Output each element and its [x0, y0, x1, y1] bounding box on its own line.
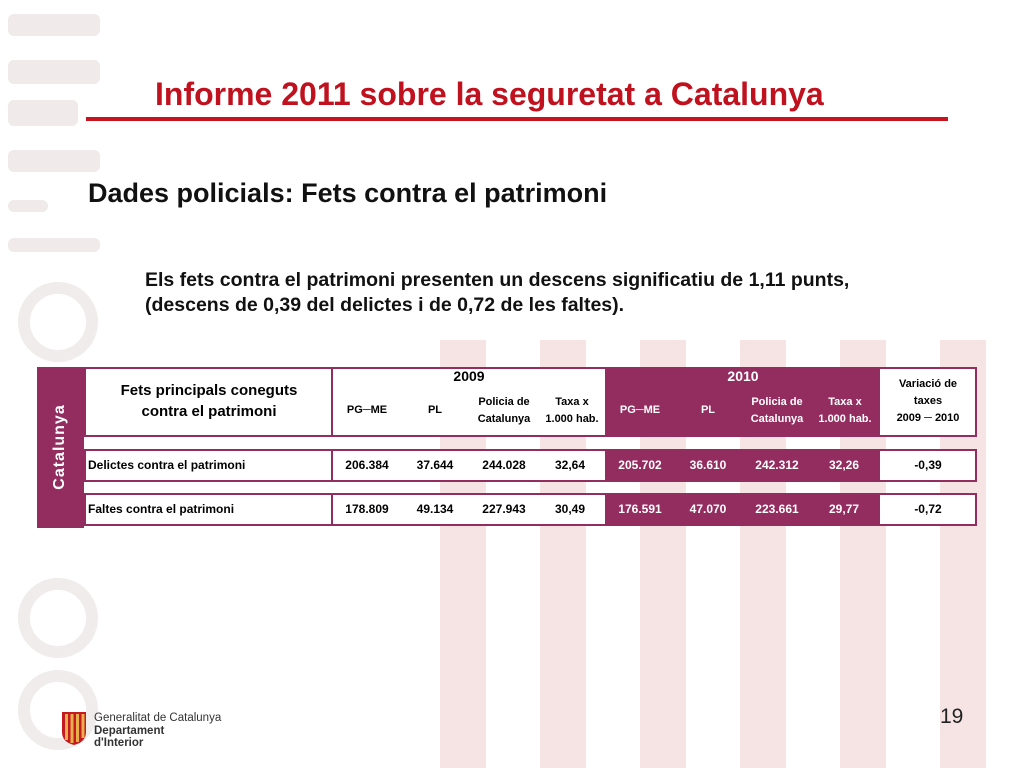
col-taxa-2010-line1: Taxa x	[828, 396, 862, 408]
col-policia-2009: Policia de Catalunya	[468, 394, 540, 428]
col-policia-2010-line2: Catalunya	[750, 413, 804, 425]
col-pl-2009: PL	[427, 404, 443, 416]
cell-pgme-2009: 206.384	[345, 458, 389, 472]
cell-pl-2009: 37.644	[416, 458, 454, 472]
year-2009-header: 2009	[453, 368, 485, 384]
side-category-label: Catalunya	[51, 404, 68, 490]
col-policia-2009-line2: Catalunya	[477, 413, 531, 425]
row-separator	[878, 449, 880, 482]
row-band-2010	[605, 449, 878, 482]
intro-paragraph: Els fets contra el patrimoni presenten u…	[145, 269, 850, 316]
col-taxa-2009-line1: Taxa x	[555, 396, 589, 408]
cell-policia-2009: 244.028	[482, 458, 526, 472]
col-taxa-2010-line2: 1.000 hab.	[818, 413, 872, 425]
col-taxa-2009-line2: 1.000 hab.	[545, 413, 599, 425]
cell-taxa-2009: 32,64	[554, 458, 586, 472]
col-policia-2009-line1: Policia de	[478, 396, 530, 408]
row-separator	[331, 493, 333, 526]
header-separator	[331, 367, 333, 437]
logo-line3: d'Interior	[94, 737, 144, 749]
cell-pl-2010: 36.610	[689, 458, 727, 472]
row-label: Faltes contra el patrimoni	[88, 502, 235, 516]
cell-taxa-2010: 29,77	[828, 502, 860, 516]
header-separator	[878, 367, 880, 437]
cell-pgme-2010: 176.591	[618, 502, 662, 516]
header-band-2010	[605, 367, 878, 437]
generalitat-logo-icon	[62, 712, 86, 745]
col-variacio-line1: Variació de	[898, 378, 958, 390]
col-variacio-line3: 2009 ─ 2010	[896, 412, 960, 424]
row-label: Delictes contra el patrimoni	[88, 458, 246, 472]
cell-pl-2009: 49.134	[416, 502, 454, 516]
facts-header-line1: Fets principals coneguts	[120, 382, 298, 399]
logo-line1: Generalitat de Catalunya	[94, 712, 222, 724]
col-pgme-2010: PG─ME	[619, 404, 661, 416]
facts-header: Fets principals coneguts contra el patri…	[86, 380, 332, 422]
col-pl-2010: PL	[700, 404, 716, 416]
col-variacio: Variació de taxes 2009 ─ 2010	[880, 376, 976, 427]
col-taxa-2009: Taxa x 1.000 hab.	[538, 394, 606, 428]
slide-subtitle: Dades policials: Fets contra el patrimon…	[88, 178, 608, 208]
col-policia-2010: Policia de Catalunya	[740, 394, 814, 428]
title-underline	[86, 117, 948, 121]
cell-pl-2010: 47.070	[689, 502, 727, 516]
facts-header-line2: contra el patrimoni	[141, 403, 277, 420]
logo-text: Generalitat de Catalunya Departament d'I…	[94, 712, 221, 750]
cell-taxa-2009: 30,49	[554, 502, 586, 516]
col-pgme-2009: PG─ME	[346, 404, 388, 416]
cell-policia-2010: 242.312	[755, 458, 799, 472]
logo-line2: Departament	[94, 724, 165, 737]
cell-policia-2010: 223.661	[755, 502, 799, 516]
page-number: 19	[940, 705, 964, 728]
cell-variacio: -0,72	[914, 502, 942, 516]
col-policia-2010-line1: Policia de	[751, 396, 803, 408]
cell-taxa-2010: 32,26	[828, 458, 860, 472]
row-separator	[878, 493, 880, 526]
slide-title: Informe 2011 sobre la seguretat a Catalu…	[155, 76, 824, 112]
cell-policia-2009: 227.943	[482, 502, 526, 516]
row-separator	[331, 449, 333, 482]
cell-variacio: -0,39	[914, 458, 942, 472]
background-watermark-left	[0, 0, 120, 768]
cell-pgme-2010: 205.702	[618, 458, 662, 472]
year-2010-header: 2010	[727, 368, 759, 384]
cell-pgme-2009: 178.809	[345, 502, 389, 516]
col-taxa-2010: Taxa x 1.000 hab.	[811, 394, 879, 428]
col-variacio-line2: taxes	[913, 395, 943, 407]
header-border	[84, 367, 977, 437]
row-band-2010	[605, 493, 878, 526]
side-category-column	[37, 367, 84, 528]
